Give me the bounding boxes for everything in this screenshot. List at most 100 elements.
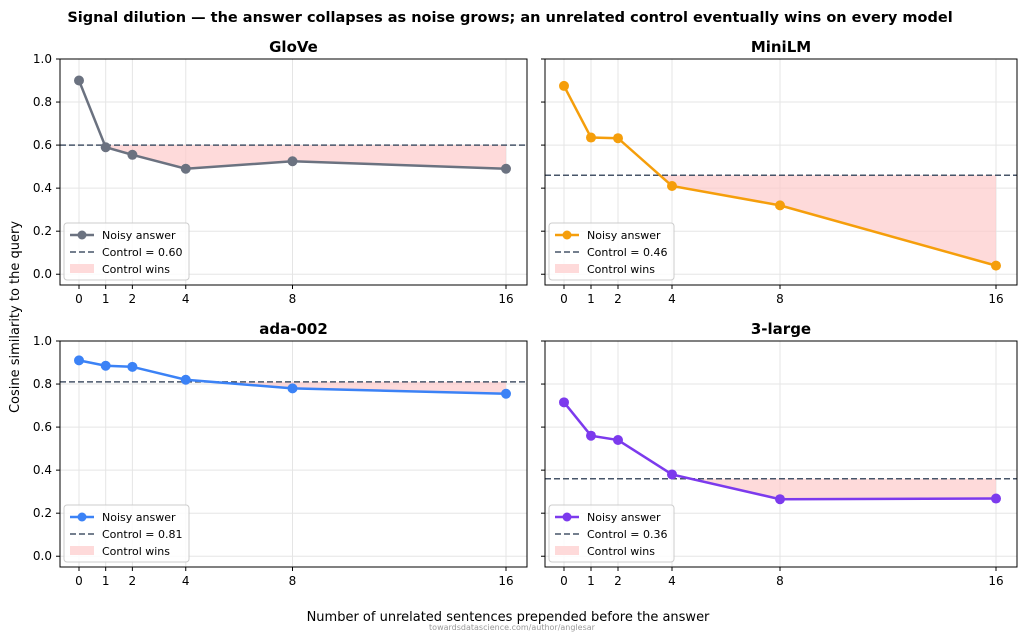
- x-tick-label: 1: [587, 574, 595, 588]
- x-tick-label: 2: [129, 574, 137, 588]
- y-tick-label: 0.2: [33, 506, 52, 520]
- data-point: [180, 163, 191, 174]
- legend-marker: [562, 512, 572, 522]
- y-axis-label: Cosine similarity to the query: [8, 221, 23, 413]
- x-tick-label: 4: [668, 292, 676, 306]
- panel-1: 0 1 2 4 8 16 MiniLM Noisy answer Control = 0.46 C…: [541, 38, 1018, 306]
- y-tick-label: 0.6: [33, 420, 52, 434]
- data-point: [667, 180, 677, 191]
- y-tick-label: 0.0: [33, 267, 52, 281]
- panel-title: MiniLM: [751, 38, 811, 56]
- series-line-noisy-answer: [563, 401, 997, 501]
- data-point: [501, 163, 511, 174]
- legend-label-noisy-answer: Noisy answer: [102, 229, 176, 242]
- x-tick-label: 16: [498, 292, 513, 306]
- panels: 0 1 2 4 8 16 0.0 0.2 0.4 0.6 0.8 1.0 GloVe Noisy answ…: [33, 38, 1018, 588]
- panel-title: 3-large: [751, 320, 811, 338]
- data-point: [287, 383, 298, 394]
- x-tick-label: 4: [182, 292, 190, 306]
- data-point: [127, 361, 138, 372]
- legend: Noisy answer Control = 0.36 Control wins: [548, 504, 675, 563]
- legend-box: [548, 222, 675, 281]
- y-tick-label: 0.4: [33, 463, 52, 477]
- legend: Noisy answer Control = 0.81 Control wins: [63, 504, 190, 563]
- x-tick-label: 1: [102, 574, 110, 588]
- data-point: [613, 133, 623, 144]
- panel-title: ada-002: [259, 320, 328, 338]
- data-point: [775, 494, 785, 505]
- x-tick-label: 8: [289, 574, 297, 588]
- legend-label-noisy-answer: Noisy answer: [587, 511, 661, 524]
- legend-label-control: Control = 0.46: [587, 246, 667, 259]
- x-tick-label: 0: [75, 574, 83, 588]
- data-point: [100, 142, 111, 153]
- legend-box: [548, 504, 675, 563]
- data-point: [559, 397, 569, 408]
- x-tick-label: 2: [129, 292, 137, 306]
- legend-fill-swatch: [555, 546, 579, 555]
- data-point: [127, 149, 138, 160]
- legend-label-control-wins: Control wins: [102, 263, 170, 276]
- y-tick-label: 0.0: [33, 549, 52, 563]
- data-point: [586, 132, 596, 143]
- y-tick-label: 0.6: [33, 138, 52, 152]
- panel-2: 0 1 2 4 8 16 0.0 0.2 0.4 0.6 0.8 1.0 ada-002 Noisy an…: [33, 320, 528, 588]
- legend-marker: [77, 512, 87, 522]
- axes-frame: [59, 340, 528, 568]
- control-wins-region: [104, 145, 507, 169]
- x-tick-label: 8: [776, 292, 784, 306]
- legend-label-control-wins: Control wins: [587, 263, 655, 276]
- data-point: [613, 435, 623, 446]
- legend-marker: [77, 230, 87, 240]
- legend-label-noisy-answer: Noisy answer: [102, 511, 176, 524]
- watermark: towardsdatascience.com/author/anglesar: [429, 623, 596, 632]
- series-line-noisy-answer: [562, 85, 997, 267]
- legend: Noisy answer Control = 0.60 Control wins: [63, 222, 190, 281]
- x-tick-label: 0: [560, 292, 568, 306]
- legend-label-noisy-answer: Noisy answer: [587, 229, 661, 242]
- data-point: [100, 360, 111, 371]
- y-tick-label: 0.2: [33, 224, 52, 238]
- axes-frame: [544, 340, 1018, 568]
- x-tick-label: 0: [560, 574, 568, 588]
- data-point: [74, 355, 84, 366]
- figure-title: Signal dilution — the answer collapses a…: [67, 10, 952, 26]
- control-wins-region: [690, 478, 996, 500]
- data-point: [991, 260, 1001, 271]
- x-axis-label: Number of unrelated sentences prepended …: [307, 610, 710, 625]
- legend-marker: [562, 230, 572, 240]
- x-tick-label: 2: [614, 574, 622, 588]
- legend-box: [63, 504, 190, 563]
- data-point: [667, 469, 677, 480]
- y-tick-label: 1.0: [33, 334, 52, 348]
- x-tick-label: 4: [182, 574, 190, 588]
- legend-fill-swatch: [555, 264, 579, 273]
- series-line-noisy-answer: [77, 80, 507, 171]
- x-tick-label: 4: [668, 574, 676, 588]
- x-tick-label: 2: [614, 292, 622, 306]
- legend-label-control: Control = 0.36: [587, 528, 667, 541]
- data-point: [287, 156, 298, 167]
- y-tick-label: 0.4: [33, 181, 52, 195]
- x-tick-label: 1: [587, 292, 595, 306]
- y-tick-label: 0.8: [33, 377, 52, 391]
- legend-fill-swatch: [70, 546, 94, 555]
- panel-0: 0 1 2 4 8 16 0.0 0.2 0.4 0.6 0.8 1.0 GloVe Noisy answ…: [33, 38, 528, 306]
- data-point: [991, 493, 1001, 504]
- data-point: [180, 374, 191, 385]
- x-tick-label: 0: [75, 292, 83, 306]
- panel-3: 0 1 2 4 8 16 3-large Noisy answer Control = 0.36…: [541, 320, 1018, 588]
- data-point: [586, 430, 596, 441]
- axes-frame: [59, 58, 528, 286]
- legend-fill-swatch: [70, 264, 94, 273]
- legend-label-control: Control = 0.60: [102, 246, 182, 259]
- y-tick-label: 1.0: [33, 52, 52, 66]
- x-tick-label: 16: [988, 574, 1003, 588]
- legend-label-control: Control = 0.81: [102, 528, 182, 541]
- legend-label-control-wins: Control wins: [102, 545, 170, 558]
- panel-title: GloVe: [269, 38, 318, 56]
- data-point: [74, 75, 84, 86]
- x-tick-label: 16: [988, 292, 1003, 306]
- x-tick-label: 1: [102, 292, 110, 306]
